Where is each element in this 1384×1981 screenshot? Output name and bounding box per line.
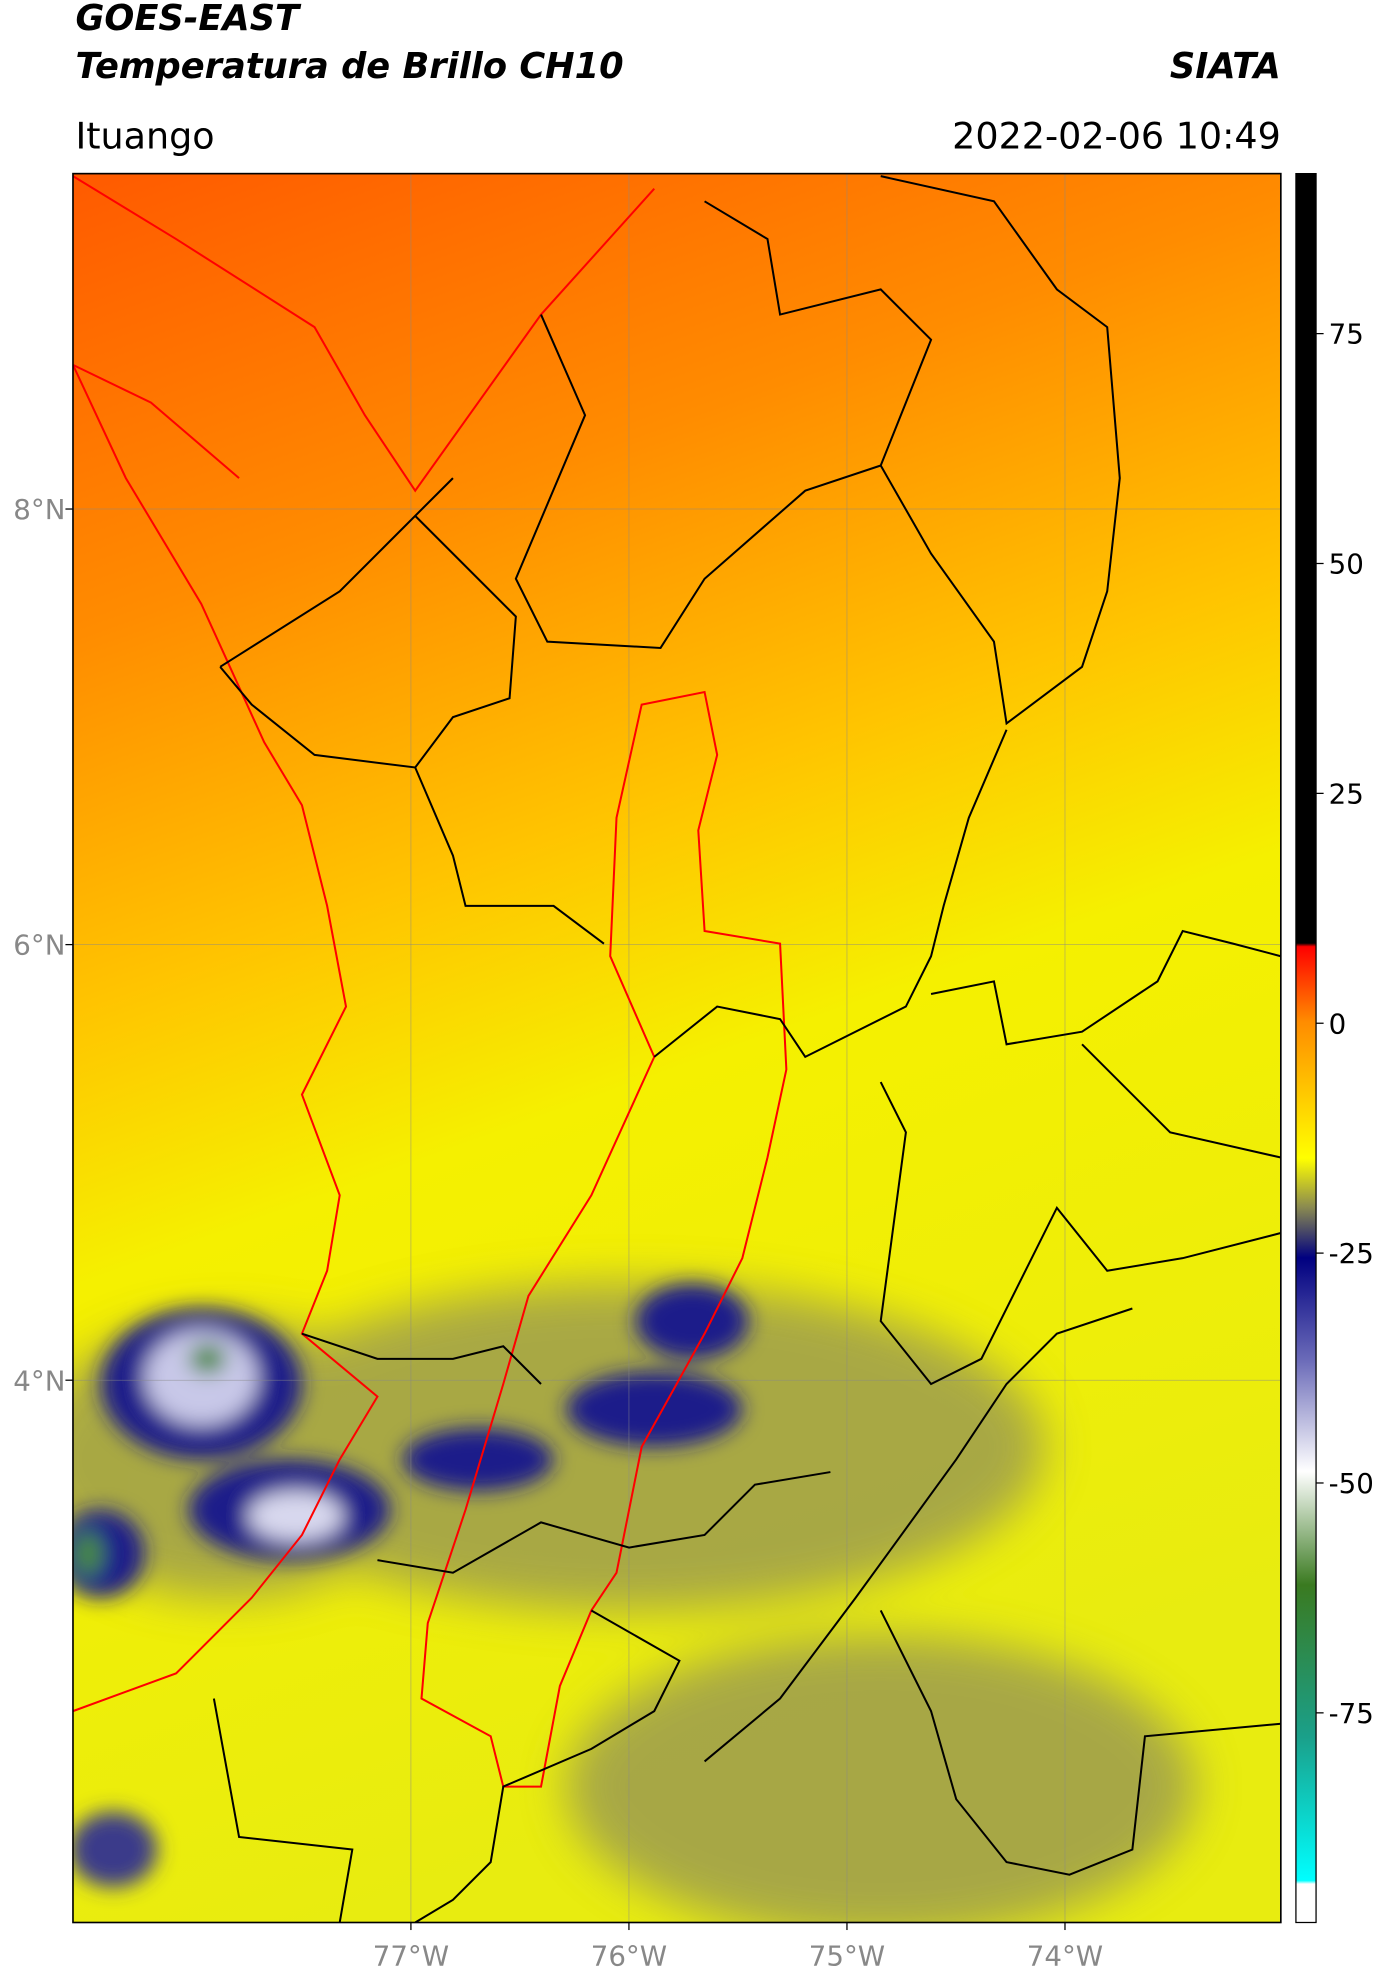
- source: SIATA: [1170, 46, 1281, 87]
- colorbar-tick-label: 25: [1329, 777, 1364, 810]
- map-image: [72, 173, 1281, 1923]
- colorbar-tick-label: -50: [1329, 1467, 1374, 1500]
- y-tick-label: 8°N: [13, 493, 65, 526]
- graticule: 77°W 76°W 75°W 74°W 8°N 6°N 4°N: [13, 173, 1281, 1972]
- y-tick-label: 4°N: [13, 1364, 65, 1397]
- colorbar-tick-label: -75: [1329, 1697, 1374, 1730]
- y-tick-label: 6°N: [13, 929, 65, 962]
- x-tick-label: 75°W: [809, 1939, 885, 1972]
- colorbar-ticks: -75 -50 -25 0 25 50 75: [1316, 318, 1374, 1730]
- title: GOES-EAST: [75, 0, 302, 39]
- x-tick-label: 74°W: [1027, 1939, 1103, 1972]
- timestamp: 2022-02-06 10:49: [952, 114, 1281, 157]
- colorbar-tick-label: 0: [1329, 1007, 1347, 1040]
- x-tick-label: 76°W: [591, 1939, 667, 1972]
- map-frame: [72, 172, 1282, 1924]
- colorbar: [1295, 172, 1317, 1924]
- subtitle: Temperatura de Brillo CH10: [75, 46, 623, 87]
- location: Ituango: [75, 114, 214, 157]
- colorbar-tick-label: 75: [1329, 318, 1364, 351]
- x-tick-label: 77°W: [373, 1939, 449, 1972]
- boundaries: [72, 175, 1281, 1923]
- colorbar-tick-label: -25: [1329, 1237, 1374, 1270]
- colorbar-tick-label: 50: [1329, 548, 1364, 581]
